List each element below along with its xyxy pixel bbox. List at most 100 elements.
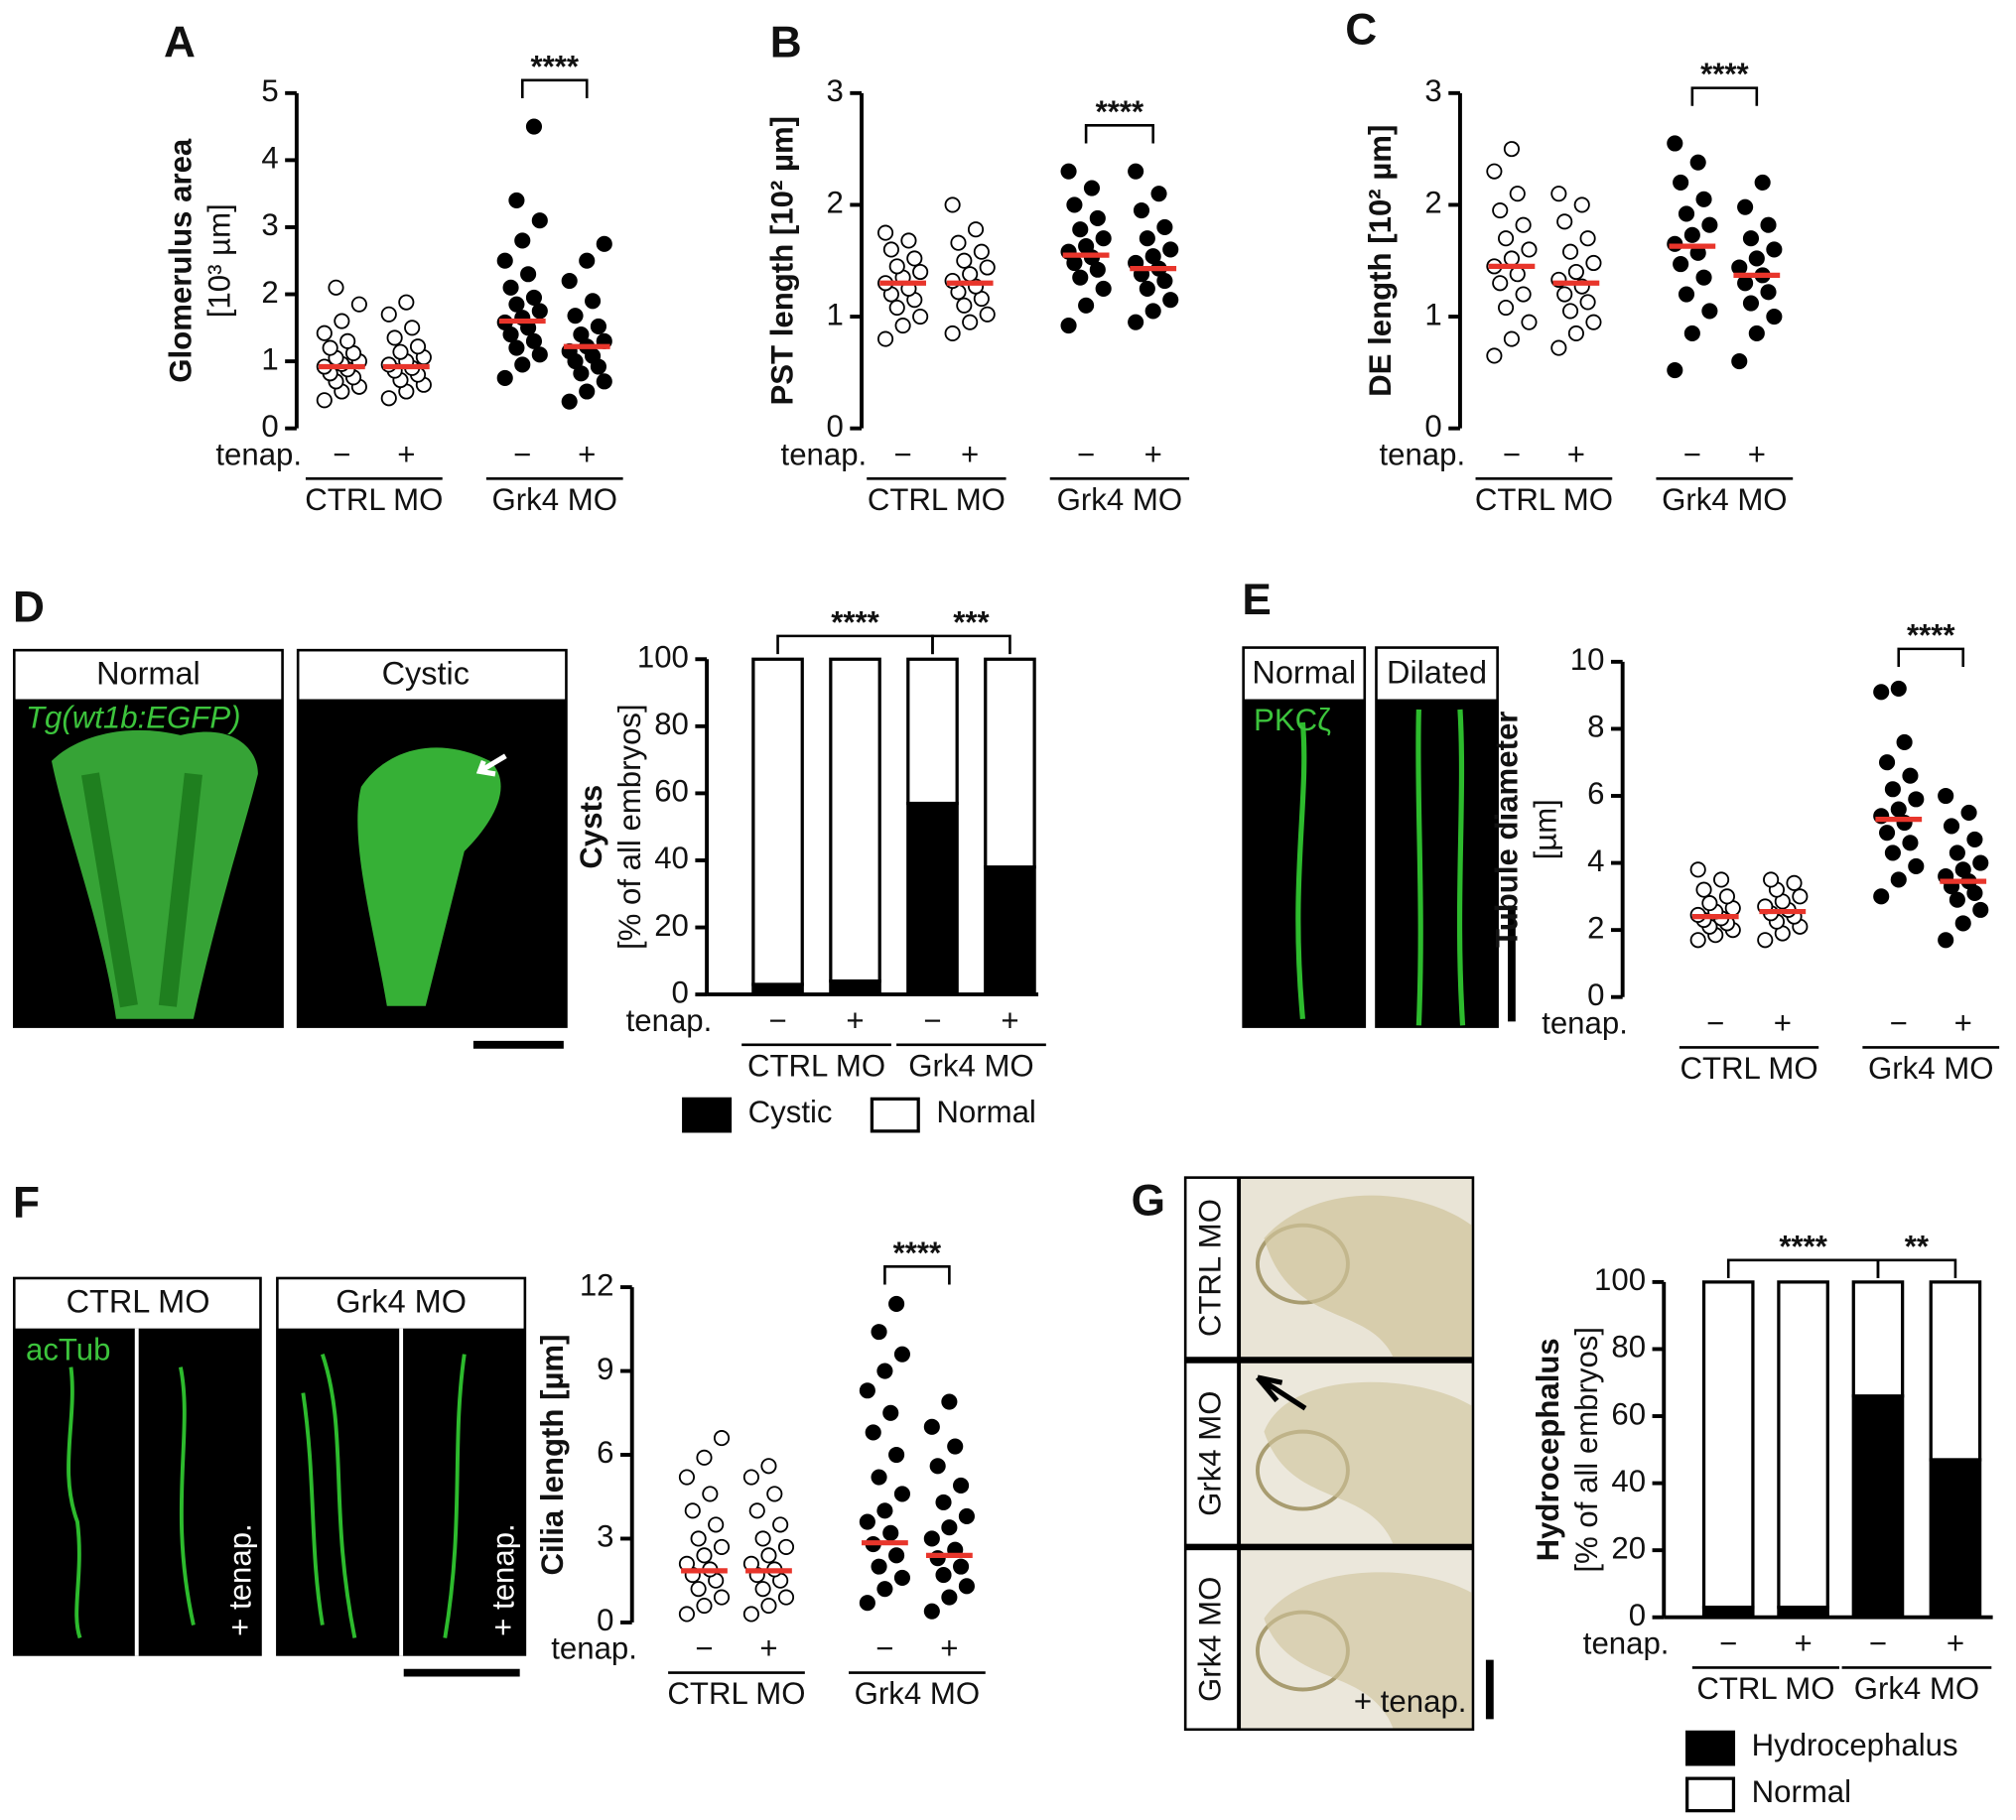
image-header-text: Normal (1252, 654, 1356, 690)
data-point (1701, 895, 1718, 912)
group-label: CTRL MO (305, 482, 443, 517)
x-tick-label: + (961, 437, 979, 471)
data-point (1972, 854, 1989, 871)
data-point (386, 329, 403, 346)
row-label-cell (1186, 1550, 1238, 1729)
data-point (772, 1516, 789, 1533)
data-point (1498, 299, 1515, 317)
y-tick-label: 3 (261, 207, 278, 242)
x-tick-label: + (1947, 1626, 1964, 1661)
data-point (950, 234, 967, 251)
data-point (579, 383, 596, 400)
data-point (953, 1477, 970, 1495)
bar-segment (1701, 1280, 1755, 1610)
data-point (525, 289, 543, 306)
data-point (1561, 303, 1579, 320)
data-point (1695, 191, 1712, 207)
image-frame (1375, 646, 1499, 1028)
arrow (1255, 1374, 1307, 1411)
bar-segment (1929, 1458, 1982, 1620)
data-point (690, 1581, 707, 1598)
bar-segment (1929, 1280, 1982, 1462)
y-tick-label: 0 (1629, 1598, 1646, 1632)
bar-segment (751, 657, 804, 986)
data-point (514, 232, 531, 249)
y-tick-label: 9 (597, 1352, 613, 1386)
data-point (525, 332, 543, 349)
significance-label: **** (893, 1235, 942, 1270)
data-point (754, 1581, 771, 1598)
y-tick-label: 3 (597, 1519, 613, 1554)
data-point (1492, 275, 1509, 292)
legend-swatch (1685, 1776, 1736, 1813)
data-point (777, 1538, 795, 1555)
data-point (1521, 241, 1538, 258)
microscopy (67, 1366, 196, 1639)
significance-label: **** (831, 604, 879, 639)
data-point (702, 1486, 719, 1502)
data-point (573, 326, 590, 343)
significance-bracket (520, 78, 589, 99)
x-tick-label: + (759, 1631, 777, 1666)
data-point (1156, 218, 1173, 236)
image-header (1377, 648, 1497, 700)
x-tick-label: + (397, 437, 415, 471)
data-point (941, 1589, 958, 1606)
data-point (893, 1486, 911, 1502)
data-point (1567, 263, 1584, 281)
data-point (888, 1547, 905, 1564)
significance-bracket (931, 634, 1011, 655)
data-point (684, 1502, 701, 1519)
y-tick-label: 1 (1424, 297, 1441, 331)
data-point (1128, 163, 1144, 180)
data-point (1503, 250, 1520, 267)
data-point (923, 1530, 940, 1547)
data-point (1873, 888, 1890, 905)
y-tick-label: 1 (826, 297, 843, 331)
data-point (1737, 198, 1754, 215)
data-point (859, 1382, 875, 1399)
data-point (882, 1404, 899, 1421)
image-panel-d: Normal Tg(wt1b:EGFP) Cystic D (12, 584, 568, 1049)
legend-label: Normal (1752, 1774, 1851, 1809)
data-point (678, 1469, 695, 1486)
data-point (316, 392, 333, 409)
data-point (876, 1581, 893, 1598)
y-tick-label: 2 (1587, 910, 1604, 945)
data-point (567, 308, 584, 325)
data-point (1498, 230, 1515, 247)
y-tick-label: 2 (261, 275, 278, 310)
data-point (766, 1486, 783, 1502)
y-tick-label: 8 (1587, 710, 1604, 744)
data-point (1786, 874, 1803, 891)
data-point (1742, 295, 1760, 312)
group-label: Grk4 MO (492, 482, 617, 517)
y-tick-label: 60 (654, 774, 689, 809)
data-point (508, 192, 525, 208)
data-point (1060, 163, 1077, 180)
image-panel-g: CTRL MO Grk4 MO Grk4 MO + tenap. G (1132, 1176, 1494, 1732)
significance-label: **** (530, 49, 579, 83)
data-point (1144, 248, 1161, 265)
data-point (962, 266, 979, 283)
data-point (1737, 275, 1754, 292)
significance-label: *** (953, 604, 990, 639)
data-point (1938, 932, 1954, 949)
legend-label: Hydrocephalus (1752, 1728, 1958, 1762)
data-point (1060, 318, 1077, 334)
microscopy (80, 772, 202, 1008)
data-point (1567, 325, 1584, 341)
x-row-label: tenap. (1542, 1006, 1628, 1041)
data-point (1731, 259, 1748, 276)
y-tick-label: 0 (597, 1603, 613, 1637)
y-tick-label: 100 (1594, 1262, 1646, 1297)
data-point (1144, 303, 1161, 320)
row-label: Grk4 MO (1193, 1577, 1228, 1702)
bar-segment (984, 865, 1036, 996)
data-point (1701, 303, 1718, 320)
data-point (1573, 196, 1590, 213)
data-point (1678, 286, 1695, 303)
group-label: Grk4 MO (908, 1048, 1033, 1083)
data-point (525, 118, 543, 135)
